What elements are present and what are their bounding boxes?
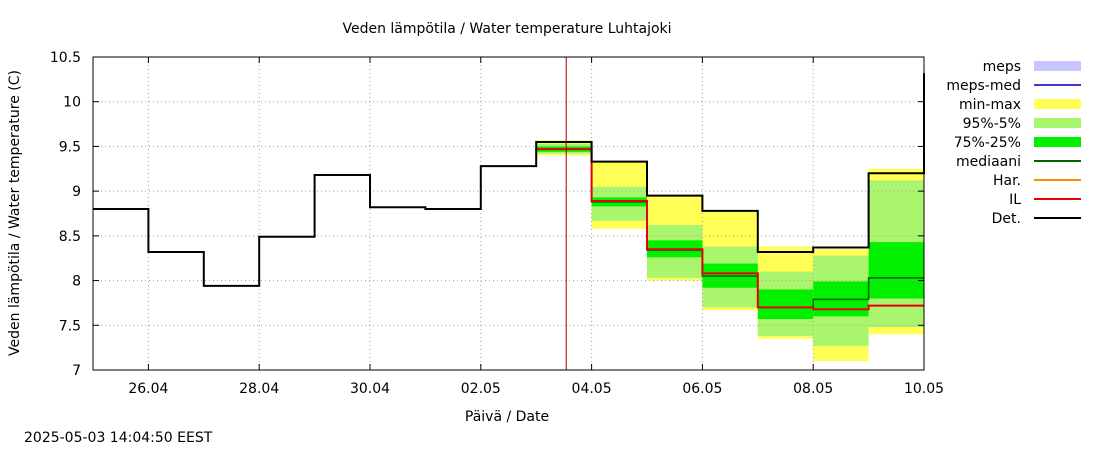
x-tick-label: 04.05 xyxy=(572,381,612,397)
legend-label: 75%-25% xyxy=(954,135,1021,151)
legend-swatch xyxy=(1034,61,1081,71)
legend-swatch xyxy=(1034,118,1081,128)
y-tick-label: 7 xyxy=(72,363,81,379)
p75-p25-band xyxy=(868,242,924,299)
x-tick-label: 28.04 xyxy=(239,381,279,397)
y-tick-label: 8 xyxy=(72,274,81,290)
legend-label: meps xyxy=(983,59,1021,75)
y-tick-label: 9 xyxy=(72,184,81,200)
series-lines xyxy=(93,57,925,370)
legend-swatch xyxy=(1034,99,1081,109)
legend-label: Har. xyxy=(993,173,1021,189)
x-axis-label: Päivä / Date xyxy=(465,409,549,425)
x-tick-label: 26.04 xyxy=(128,381,168,397)
y-tick-label: 7.5 xyxy=(59,318,81,334)
legend-label: meps-med xyxy=(946,78,1021,94)
legend-label: Det. xyxy=(992,211,1021,227)
legend: meps meps-med min-max 95%-5% 75%-25% mediaani… xyxy=(946,59,1081,227)
il-line xyxy=(536,148,924,311)
x-tick-label: 10.05 xyxy=(904,381,944,397)
y-tick-label: 8.5 xyxy=(59,229,81,245)
plot-frame xyxy=(92,56,925,371)
x-tick-label: 08.05 xyxy=(793,381,833,397)
y-tick-label: 9.5 xyxy=(59,139,81,155)
p75-p25-band xyxy=(757,289,814,320)
y-axis-label: Veden lämpötila / Water temperature (C) xyxy=(7,70,23,356)
x-tick-label: 06.05 xyxy=(682,381,722,397)
x-tick-label: 30.04 xyxy=(350,381,390,397)
y-tick-label: 10 xyxy=(63,95,81,111)
forecast-bands xyxy=(536,140,924,362)
chart-title: Veden lämpötila / Water temperature Luht… xyxy=(342,21,671,37)
legend-swatch xyxy=(1034,137,1081,147)
y-tick-label: 10.5 xyxy=(50,50,81,66)
x-tick-label: 02.05 xyxy=(461,381,501,397)
legend-label: mediaani xyxy=(956,154,1021,170)
legend-label: min-max xyxy=(959,97,1021,113)
timestamp: 2025-05-03 14:04:50 EEST xyxy=(24,430,213,446)
axis-ticks: 26.04 28.04 30.04 02.05 04.05 06.05 08.05 10.05… xyxy=(50,50,944,397)
legend-label: 95%-5% xyxy=(963,116,1021,132)
det-line xyxy=(93,73,925,287)
legend-label: IL xyxy=(1009,192,1021,208)
